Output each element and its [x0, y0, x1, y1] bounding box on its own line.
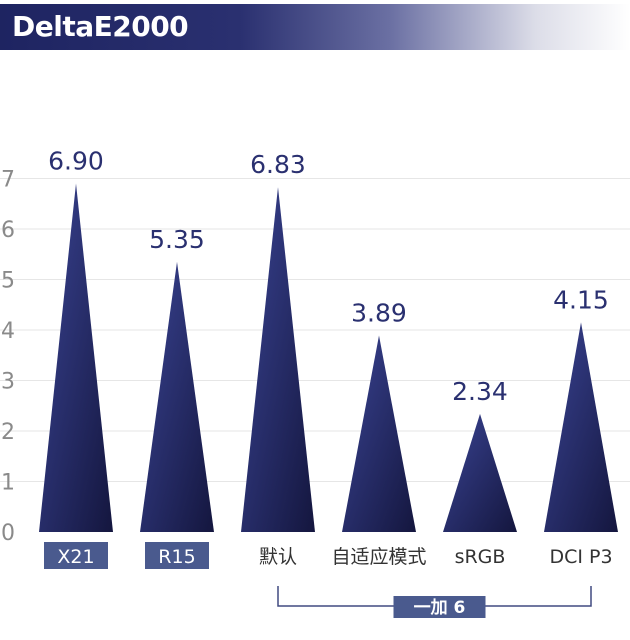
bar-4: [443, 413, 517, 532]
bar-0: [39, 183, 113, 533]
category-label: X21: [57, 546, 94, 568]
value-label: 2.34: [452, 377, 508, 406]
bar-2: [241, 187, 315, 532]
y-tick-label: 3: [1, 370, 15, 395]
category-highlight-box: [44, 542, 108, 569]
y-tick-label: 6: [1, 218, 15, 243]
category-label: sRGB: [455, 546, 506, 568]
bar-5: [544, 322, 618, 532]
y-tick-label: 2: [1, 420, 15, 445]
value-label: 3.89: [351, 299, 407, 328]
value-label: 6.90: [48, 147, 104, 176]
y-tick-label: 5: [1, 269, 15, 294]
bar-3: [342, 335, 416, 532]
value-label: 5.35: [149, 225, 205, 254]
bar-1: [140, 261, 214, 532]
value-label: 6.83: [250, 150, 306, 179]
y-tick-label: 0: [1, 521, 15, 546]
value-label: 4.15: [553, 285, 609, 314]
y-tick-label: 7: [1, 168, 15, 193]
chart-title: DeltaE2000: [12, 10, 189, 43]
category-label: 自适应模式: [331, 546, 426, 568]
y-tick-label: 4: [1, 319, 15, 344]
category-label: 默认: [259, 546, 297, 568]
title-banner: [0, 4, 630, 50]
category-highlight-box: [145, 542, 209, 569]
category-label: R15: [158, 546, 195, 568]
group-label-box: [393, 596, 486, 618]
group-label: 一加 6: [414, 598, 466, 618]
category-label: DCI P3: [549, 546, 612, 568]
y-tick-label: 1: [1, 471, 15, 496]
